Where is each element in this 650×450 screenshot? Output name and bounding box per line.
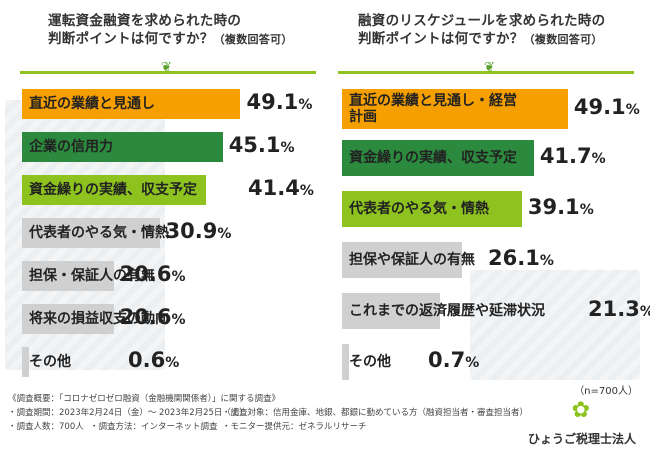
bar-4: 担保や保証人の有無	[342, 242, 475, 278]
bar-label: 資金繰りの実績、収支予定	[349, 150, 517, 166]
bar-value-label: 45.1%	[228, 133, 295, 157]
brand-name: ひょうご税理士法人	[527, 432, 636, 446]
bar-value-label: 49.1%	[573, 95, 640, 119]
bar-label: 代表者のやる気・情熱	[349, 201, 489, 217]
bar-label: 直近の業績と見通し	[29, 96, 155, 112]
bar-value-label: 26.1%	[488, 246, 554, 270]
left-chart-title: 運転資金融資を求められた時の 判断ポイントは何ですか？（複数回答可）	[48, 13, 293, 47]
bar-3: 代表者のやる気・情熱	[342, 191, 522, 227]
bar-6: 将来の損益収支の動向	[22, 304, 169, 334]
leaf-icon: ❦	[484, 60, 495, 75]
survey-method: ・調査方法：インターネット調査	[90, 422, 218, 432]
survey-people: ・調査人数：700人	[8, 422, 84, 432]
survey-provider: ・モニター提供元：ゼネラルリサーチ	[222, 422, 367, 432]
bar-value-label: 41.4%	[248, 176, 314, 200]
survey-target: ・調査対象：信用金庫、地銀、都銀に勤めている方（融資担当者・審査担当者）	[222, 408, 529, 418]
bar-label: 担保や保証人の有無	[349, 252, 475, 268]
right-chart-title: 融資のリスケジュールを求められた時の 判断ポイントは何ですか？（複数回答可）	[358, 13, 606, 47]
bar-value-label: 39.1%	[527, 195, 594, 219]
left-divider	[20, 71, 316, 74]
bar-value-label: 20.6%	[119, 305, 186, 329]
bar-value-label: 0.6%	[128, 348, 180, 372]
bar-label: 代表者のやる気・情熱	[29, 225, 169, 241]
bar-5: これまでの返済履歴や延滞状況	[342, 293, 545, 329]
bar-label: 担保・保証人の有無	[29, 268, 155, 284]
survey-period: ・調査期間：2023年2月24日（金）～ 2023年2月25日（土）	[8, 408, 248, 418]
bar-value-label: 20.6%	[119, 262, 186, 286]
bar-value-label: 49.1%	[246, 90, 313, 114]
bar-label: その他	[29, 354, 71, 370]
bar-label: 企業の信用力	[29, 139, 113, 155]
bar-2: 資金繰りの実績、収支予定	[342, 140, 534, 176]
bar-7: その他	[22, 347, 71, 377]
survey-overview: 《調査概要：「コロナゼロゼロ融資（金融機関関係者）」に関する調査》	[8, 394, 281, 404]
bar-label: 将来の損益収支の動向	[29, 311, 169, 327]
bar-label: 資金繰りの実績、収支予定	[29, 182, 197, 198]
bar-value-label: 30.9%	[165, 219, 232, 243]
bar-2: 企業の信用力	[22, 132, 223, 162]
bar-value-label: 0.7%	[428, 348, 480, 372]
bar-value-label: 41.7%	[539, 144, 606, 168]
brand-leaf-icon: ✿	[571, 398, 590, 423]
bar-6: その他	[342, 344, 391, 380]
bar-5: 担保・保証人の有無	[22, 261, 155, 291]
background-banknote	[470, 270, 640, 380]
bar-1: 直近の業績と見通し・経営計画	[342, 89, 568, 129]
bar-label: 直近の業績と見通し・経営計画	[349, 93, 517, 125]
leaf-icon: ❦	[161, 60, 172, 75]
sample-size-note: （n=700人）	[574, 386, 638, 397]
bar-1: 直近の業績と見通し	[22, 89, 241, 119]
bar-value-label: 21.3%	[588, 297, 650, 321]
right-divider	[338, 71, 634, 74]
bar-label: その他	[349, 354, 391, 370]
bar-label: これまでの返済履歴や延滞状況	[349, 303, 545, 319]
bar-4: 代表者のやる気・情熱	[22, 218, 169, 248]
bar-3: 資金繰りの実績、収支予定	[22, 175, 207, 205]
